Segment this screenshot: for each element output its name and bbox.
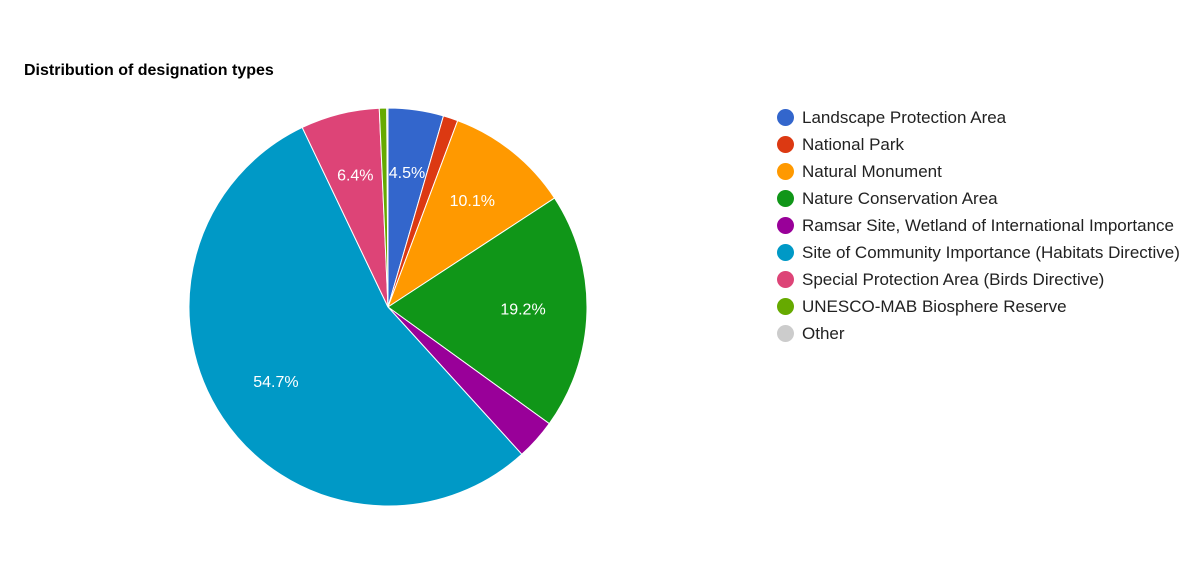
legend-swatch-icon	[777, 271, 794, 288]
pie-slice-nature-conservation-area[interactable]	[387, 197, 588, 425]
legend-item[interactable]: Other	[777, 320, 1180, 347]
legend-swatch-icon	[777, 325, 794, 342]
legend-item[interactable]: Nature Conservation Area	[777, 185, 1180, 212]
pie-slice-site-of-community-importance-habitats-directive[interactable]	[188, 126, 523, 507]
legend-item[interactable]: National Park	[777, 131, 1180, 158]
pie-slice-value-label: 54.7%	[253, 374, 298, 391]
legend-swatch-icon	[777, 109, 794, 126]
legend-item[interactable]: UNESCO-MAB Biosphere Reserve	[777, 293, 1180, 320]
pie-slices	[188, 107, 588, 507]
legend-label: Natural Monument	[802, 161, 942, 181]
legend-label: Nature Conservation Area	[802, 188, 998, 208]
legend-swatch-icon	[777, 298, 794, 315]
pie-slice-natural-monument[interactable]	[386, 119, 556, 309]
legend-item[interactable]: Landscape Protection Area	[777, 104, 1180, 131]
pie-slice-value-label: 6.4%	[337, 168, 373, 185]
legend: Landscape Protection Area National Park Na…	[777, 104, 1180, 347]
pie-slice-value-label: 4.5%	[389, 165, 425, 182]
legend-label: Site of Community Importance (Habitats D…	[802, 242, 1180, 262]
legend-label: Ramsar Site, Wetland of International Im…	[802, 215, 1174, 235]
legend-item[interactable]: Site of Community Importance (Habitats D…	[777, 239, 1180, 266]
legend-item[interactable]: Special Protection Area (Birds Directive…	[777, 266, 1180, 293]
legend-swatch-icon	[777, 163, 794, 180]
pie-slice-labels: 4.5% 10.1% 19.2% 54.7% 6.4%	[253, 165, 545, 391]
pie-slice-value-label: 19.2%	[500, 302, 545, 319]
legend-label: UNESCO-MAB Biosphere Reserve	[802, 296, 1067, 316]
legend-label: Other	[802, 323, 845, 343]
legend-swatch-icon	[777, 136, 794, 153]
chart-title: Distribution of designation types	[24, 62, 274, 79]
legend-swatch-icon	[777, 217, 794, 234]
legend-item[interactable]: Natural Monument	[777, 158, 1180, 185]
legend-swatch-icon	[777, 190, 794, 207]
legend-label: National Park	[802, 134, 905, 154]
legend-item[interactable]: Ramsar Site, Wetland of International Im…	[777, 212, 1180, 239]
legend-label: Special Protection Area (Birds Directive…	[802, 269, 1105, 289]
pie-slice-value-label: 10.1%	[450, 193, 495, 210]
pie-slice-other[interactable]	[386, 107, 389, 308]
legend-swatch-icon	[777, 244, 794, 261]
legend-label: Landscape Protection Area	[802, 107, 1007, 127]
